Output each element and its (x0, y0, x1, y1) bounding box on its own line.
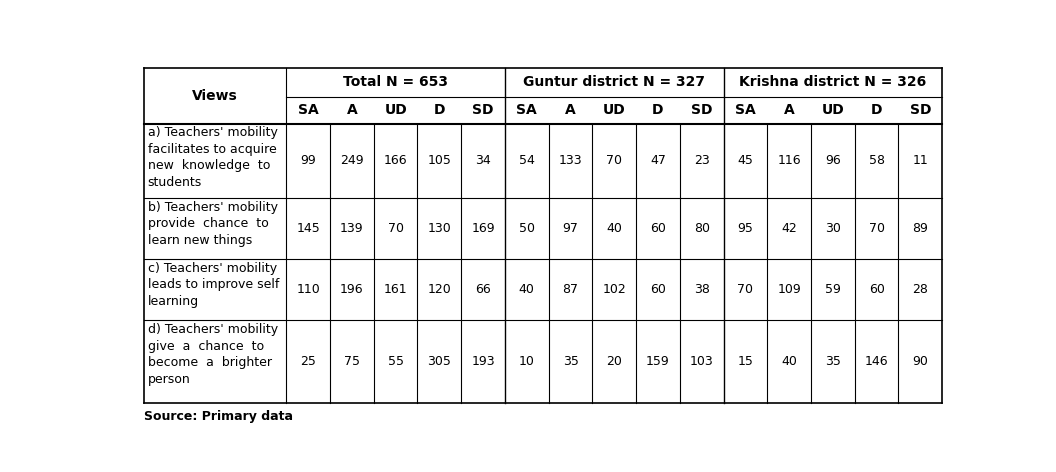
Text: 30: 30 (825, 222, 841, 235)
Text: 87: 87 (563, 283, 579, 296)
Text: SA: SA (516, 103, 538, 118)
Text: 70: 70 (737, 283, 753, 296)
Text: 97: 97 (563, 222, 579, 235)
Text: 166: 166 (383, 154, 408, 167)
Text: 55: 55 (388, 355, 403, 368)
Text: 169: 169 (471, 222, 495, 235)
Text: 305: 305 (428, 355, 451, 368)
Text: 139: 139 (340, 222, 363, 235)
Text: 249: 249 (340, 154, 363, 167)
Text: 70: 70 (606, 154, 622, 167)
Text: 109: 109 (777, 283, 802, 296)
Text: 60: 60 (650, 283, 666, 296)
Text: 15: 15 (737, 355, 753, 368)
Text: SD: SD (472, 103, 494, 118)
Text: 130: 130 (428, 222, 451, 235)
Text: 38: 38 (694, 283, 710, 296)
Text: 66: 66 (475, 283, 491, 296)
Text: 35: 35 (563, 355, 579, 368)
Text: 89: 89 (912, 222, 928, 235)
Text: 10: 10 (518, 355, 534, 368)
Text: A: A (565, 103, 576, 118)
Text: Guntur district N = 327: Guntur district N = 327 (524, 76, 705, 90)
Text: 58: 58 (869, 154, 885, 167)
Text: 40: 40 (518, 283, 534, 296)
Text: 45: 45 (737, 154, 753, 167)
Text: 110: 110 (297, 283, 320, 296)
Text: Total N = 653: Total N = 653 (343, 76, 448, 90)
Text: 120: 120 (428, 283, 451, 296)
Text: 60: 60 (650, 222, 666, 235)
Text: c) Teachers' mobility
leads to improve self
learning: c) Teachers' mobility leads to improve s… (148, 262, 279, 308)
Text: 102: 102 (602, 283, 626, 296)
Text: D: D (871, 103, 883, 118)
Text: d) Teachers' mobility
give  a  chance  to
become  a  brighter
person: d) Teachers' mobility give a chance to b… (148, 323, 278, 386)
Text: UD: UD (822, 103, 845, 118)
Text: 54: 54 (518, 154, 534, 167)
Text: 99: 99 (300, 154, 316, 167)
Text: 28: 28 (912, 283, 928, 296)
Text: 161: 161 (383, 283, 408, 296)
Text: SD: SD (909, 103, 931, 118)
Text: SA: SA (735, 103, 756, 118)
Text: 103: 103 (690, 355, 714, 368)
Text: 40: 40 (781, 355, 797, 368)
Text: 116: 116 (777, 154, 802, 167)
Text: 59: 59 (825, 283, 841, 296)
Text: D: D (434, 103, 446, 118)
Text: SA: SA (298, 103, 319, 118)
Text: UD: UD (603, 103, 625, 118)
Text: 193: 193 (471, 355, 495, 368)
Text: A: A (784, 103, 794, 118)
Text: a) Teachers' mobility
facilitates to acquire
new  knowledge  to
students: a) Teachers' mobility facilitates to acq… (148, 126, 278, 189)
Text: 145: 145 (297, 222, 320, 235)
Text: 133: 133 (559, 154, 582, 167)
Text: 60: 60 (869, 283, 885, 296)
Text: 80: 80 (694, 222, 710, 235)
Text: 23: 23 (694, 154, 710, 167)
Text: 11: 11 (912, 154, 928, 167)
Text: SD: SD (691, 103, 713, 118)
Text: 70: 70 (388, 222, 403, 235)
Text: 196: 196 (340, 283, 363, 296)
Text: 75: 75 (344, 355, 360, 368)
Text: 90: 90 (912, 355, 928, 368)
Text: 40: 40 (606, 222, 622, 235)
Text: 146: 146 (865, 355, 888, 368)
Text: b) Teachers' mobility
provide  chance  to
learn new things: b) Teachers' mobility provide chance to … (148, 201, 278, 247)
Text: 96: 96 (825, 154, 841, 167)
Text: 35: 35 (825, 355, 841, 368)
Text: Source: Primary data: Source: Primary data (145, 410, 294, 422)
Text: UD: UD (384, 103, 407, 118)
Text: Views: Views (192, 89, 239, 102)
Text: 20: 20 (606, 355, 622, 368)
Text: 25: 25 (300, 355, 316, 368)
Text: 50: 50 (518, 222, 534, 235)
Text: 105: 105 (428, 154, 451, 167)
Text: D: D (653, 103, 664, 118)
Text: 70: 70 (869, 222, 885, 235)
Text: 42: 42 (781, 222, 797, 235)
Text: 34: 34 (475, 154, 491, 167)
Text: 159: 159 (646, 355, 670, 368)
Text: Krishna district N = 326: Krishna district N = 326 (739, 76, 926, 90)
Text: 95: 95 (737, 222, 753, 235)
Text: 47: 47 (650, 154, 666, 167)
Text: A: A (346, 103, 357, 118)
